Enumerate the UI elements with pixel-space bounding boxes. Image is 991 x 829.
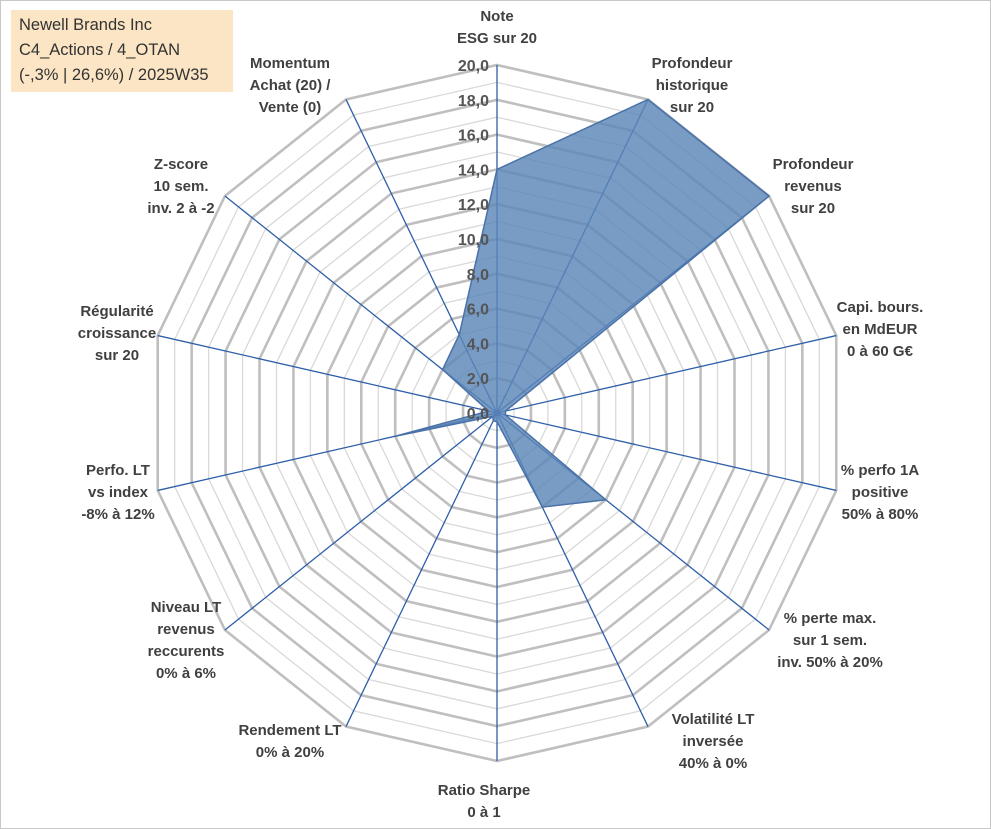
axis-label-line: croissance bbox=[78, 325, 156, 342]
axis-label-12: Régularité croissance sur 20 bbox=[78, 303, 156, 364]
axis-label-line: positive bbox=[852, 484, 909, 501]
axis-label-line: Achat (20) / bbox=[250, 77, 332, 94]
axis-label-3: Profondeur revenus sur 20 bbox=[773, 156, 854, 217]
axis-label-14: Momentum Achat (20) / Vente (0) bbox=[250, 55, 332, 116]
axis-label-line: revenus bbox=[784, 178, 842, 195]
axis-label-line: Z-score bbox=[154, 156, 208, 173]
tick-label: 14,0 bbox=[458, 162, 489, 179]
axis-label-4: Capi. bours. en MdEUR 0 à 60 G€ bbox=[837, 299, 924, 360]
axis-label-line: historique bbox=[656, 77, 729, 94]
axis-label-line: Rendement LT bbox=[238, 722, 341, 739]
axis-label-line: Volatilité LT bbox=[672, 711, 755, 728]
axis-label-line: sur 20 bbox=[670, 99, 714, 116]
axis-label-line: Momentum bbox=[250, 55, 330, 72]
axis-label-line: -8% à 12% bbox=[81, 506, 154, 523]
tick-label: 4,0 bbox=[467, 336, 489, 353]
axis-label-line: en MdEUR bbox=[843, 321, 918, 338]
axis-label-line: Ratio Sharpe bbox=[438, 782, 531, 799]
axis-label-11: Perfo. LT vs index -8% à 12% bbox=[81, 462, 154, 523]
info-box: Newell Brands Inc C4_Actions / 4_OTAN (-… bbox=[11, 10, 233, 92]
axis-label-line: Capi. bours. bbox=[837, 299, 924, 316]
tick-label: 8,0 bbox=[467, 267, 489, 284]
axis-label-line: reccurents bbox=[148, 643, 225, 660]
axis-label-line: 0% à 6% bbox=[156, 665, 216, 682]
series-area bbox=[395, 98, 771, 508]
axis-label-line: 40% à 0% bbox=[679, 755, 747, 772]
axis-label-line: inversée bbox=[683, 733, 744, 750]
axis-label-line: revenus bbox=[157, 621, 215, 638]
info-line-category: C4_Actions / 4_OTAN bbox=[19, 41, 181, 59]
axis-label-line: 0 à 1 bbox=[467, 804, 500, 821]
tick-label: 6,0 bbox=[467, 302, 489, 319]
axis-label-line: Perfo. LT bbox=[86, 462, 150, 479]
axis-label-5: % perfo 1A positive 50% à 80% bbox=[841, 462, 920, 523]
tick-label: 10,0 bbox=[458, 232, 489, 249]
axis-label-9: Rendement LT 0% à 20% bbox=[238, 722, 341, 761]
axis-label-7: Volatilité LT inversée 40% à 0% bbox=[672, 711, 755, 772]
axis-label-1: Note ESG sur 20 bbox=[457, 8, 537, 47]
axis-label-2: Profondeur historique sur 20 bbox=[652, 55, 733, 116]
series-layer bbox=[395, 98, 771, 508]
axis-label-line: Profondeur bbox=[652, 55, 733, 72]
info-line-period: (-,3% | 26,6%) / 2025W35 bbox=[19, 66, 209, 84]
axis-label-line: Profondeur bbox=[773, 156, 854, 173]
axis-label-line: Niveau LT bbox=[151, 599, 222, 616]
tick-label: 20,0 bbox=[458, 58, 489, 75]
axis-label-line: inv. 50% à 20% bbox=[777, 654, 883, 671]
axis-label-line: sur 1 sem. bbox=[793, 632, 867, 649]
axis-spoke bbox=[224, 412, 498, 631]
tick-label: 18,0 bbox=[458, 93, 489, 110]
axis-label-line: % perte max. bbox=[784, 610, 877, 627]
axis-label-line: sur 20 bbox=[791, 200, 835, 217]
axis-label-line: inv. 2 à -2 bbox=[147, 200, 214, 217]
axis-spoke bbox=[345, 412, 498, 727]
tick-label: 2,0 bbox=[467, 371, 489, 388]
axis-label-13: Z-score 10 sem. inv. 2 à -2 bbox=[147, 156, 214, 217]
axis-label-line: % perfo 1A bbox=[841, 462, 920, 479]
axis-label-8: Ratio Sharpe 0 à 1 bbox=[438, 782, 531, 821]
axis-label-10: Niveau LT revenus reccurents 0% à 6% bbox=[148, 599, 225, 682]
info-line-company: Newell Brands Inc bbox=[19, 16, 152, 34]
axis-label-line: Régularité bbox=[80, 303, 153, 320]
tick-label: 12,0 bbox=[458, 197, 489, 214]
axis-spoke bbox=[496, 412, 837, 492]
axis-label-line: ESG sur 20 bbox=[457, 30, 537, 47]
axis-label-6: % perte max. sur 1 sem. inv. 50% à 20% bbox=[777, 610, 883, 671]
axis-label-line: 0% à 20% bbox=[256, 744, 324, 761]
axis-label-line: Vente (0) bbox=[259, 99, 322, 116]
axis-label-line: sur 20 bbox=[95, 347, 139, 364]
axis-spoke bbox=[157, 334, 498, 414]
tick-label: 16,0 bbox=[458, 128, 489, 145]
axis-label-layer: Note ESG sur 20 Profondeur historique sur 20… bbox=[78, 8, 924, 821]
axis-label-line: 0 à 60 G€ bbox=[847, 343, 914, 360]
tick-label: 0,0 bbox=[467, 406, 489, 423]
axis-label-line: Note bbox=[480, 8, 513, 25]
axis-label-line: vs index bbox=[88, 484, 149, 501]
axis-label-line: 10 sem. bbox=[153, 178, 208, 195]
axis-label-line: 50% à 80% bbox=[842, 506, 919, 523]
tick-layer: 0,0 2,0 4,0 6,0 8,0 10,0 12,0 14,0 16,0 18,0 20,0 bbox=[458, 58, 489, 423]
axis-spoke bbox=[496, 334, 837, 414]
